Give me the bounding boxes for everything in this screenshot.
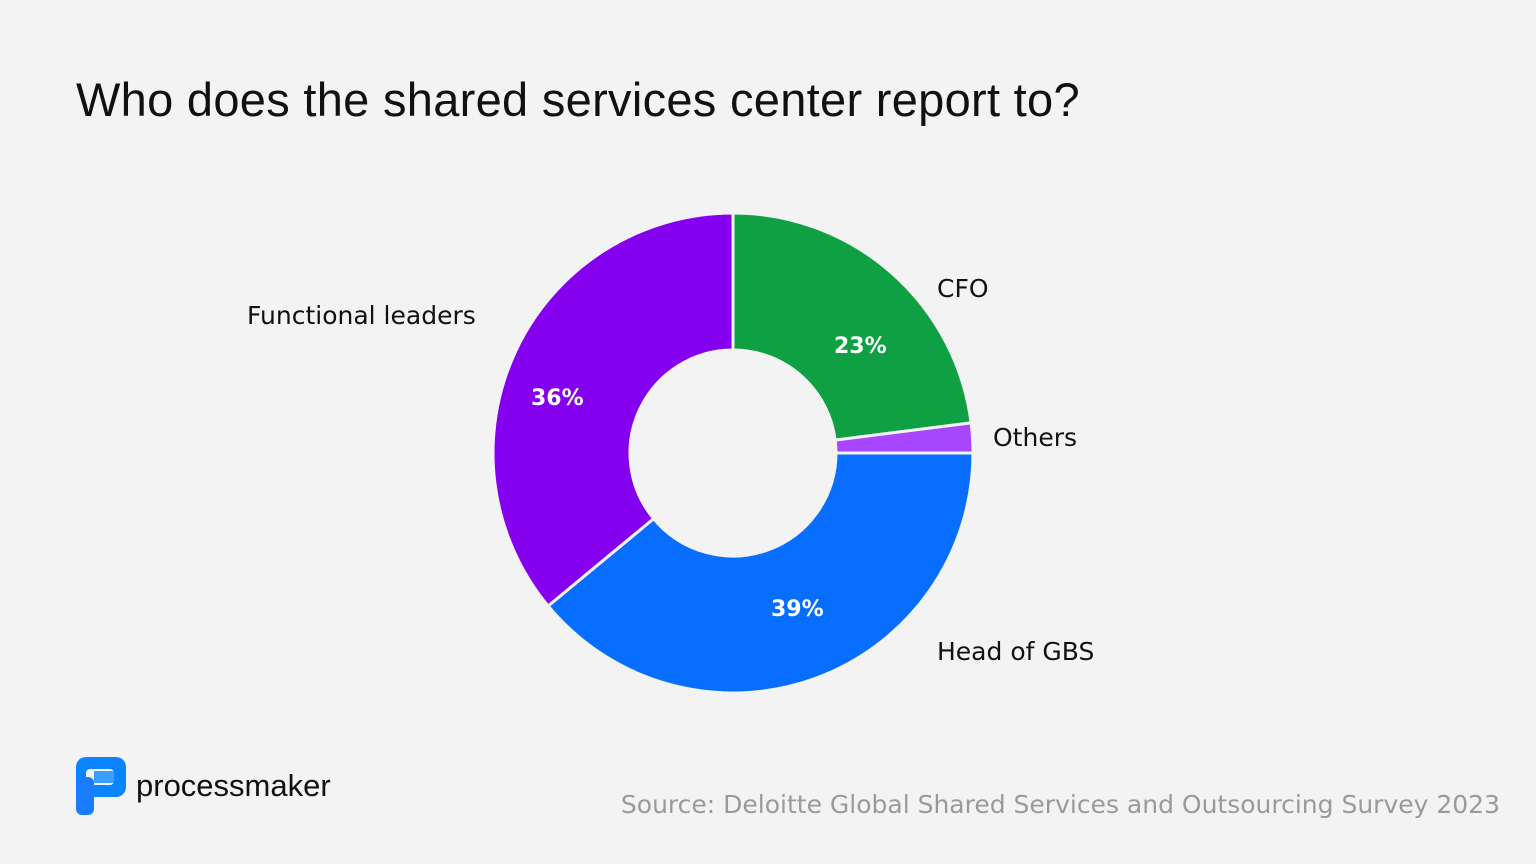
processmaker-logo: processmaker — [76, 757, 331, 815]
chart-title: Who does the shared services center repo… — [76, 73, 1080, 126]
slice-label-cfo: CFO — [937, 274, 989, 303]
slice-label-others: Others — [993, 423, 1078, 452]
data-label-cfo: 23% — [834, 334, 887, 359]
slice-label-functional-leaders: Functional leaders — [247, 301, 476, 330]
processmaker-logo-icon — [76, 757, 126, 815]
data-label-head-of-gbs: 39% — [771, 597, 824, 622]
slice-cfo — [731, 211, 973, 442]
logo-text: processmaker — [136, 768, 331, 803]
source-note: Source: Deloitte Global Shared Services … — [620, 790, 1500, 819]
slice-functional-leaders — [491, 211, 735, 608]
slice-head-of-gbs — [546, 451, 975, 695]
slice-label-head-of-gbs: Head of GBS — [937, 637, 1095, 666]
data-label-functional-leaders: 36% — [531, 386, 584, 411]
